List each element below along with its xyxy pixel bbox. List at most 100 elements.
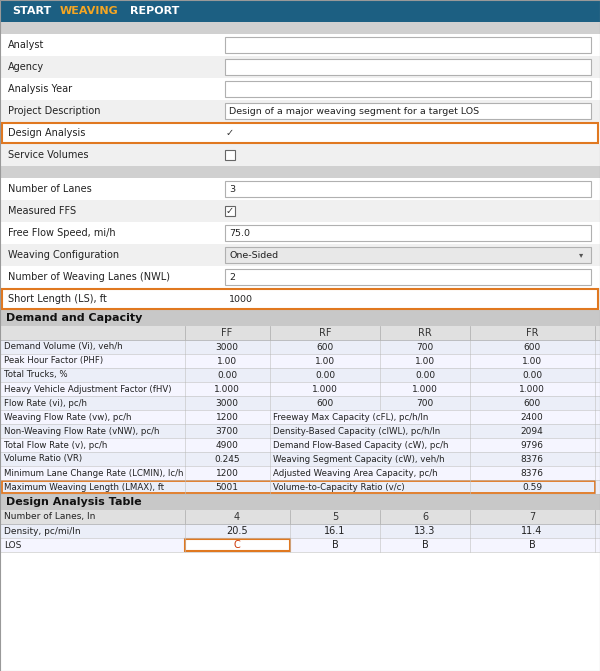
Bar [2,289,598,309]
Text: B: B [422,540,428,550]
Text: 3000: 3000 [215,342,239,352]
Text: Design Analysis Table: Design Analysis Table [6,497,142,507]
Text: Analyst: Analyst [8,40,44,50]
Text: 0.00: 0.00 [217,370,237,380]
Text: 700: 700 [416,342,434,352]
Bar [0,396,600,410]
Bar [225,150,235,160]
Text: C: C [233,540,241,550]
Text: Weaving Segment Capacity (cW), veh/h: Weaving Segment Capacity (cW), veh/h [273,454,445,464]
Text: 0.59: 0.59 [522,482,542,491]
Text: 1000: 1000 [229,295,253,303]
Text: 1.00: 1.00 [522,356,542,366]
Text: 2400: 2400 [521,413,544,421]
Text: Minimum Lane Change Rate (LCMIN), lc/h: Minimum Lane Change Rate (LCMIN), lc/h [4,468,184,478]
Text: Density-Based Capacity (cIWL), pc/h/ln: Density-Based Capacity (cIWL), pc/h/ln [273,427,440,435]
Text: 13.3: 13.3 [415,526,436,536]
Text: 3000: 3000 [215,399,239,407]
Text: 600: 600 [316,342,334,352]
Text: 1.000: 1.000 [519,384,545,393]
Text: Service Volumes: Service Volumes [8,150,89,160]
Bar [0,368,600,382]
Text: 2: 2 [229,272,235,282]
Bar [225,206,235,216]
Bar [0,178,600,200]
Bar [0,354,600,368]
Text: Demand and Capacity: Demand and Capacity [6,313,142,323]
Text: 1.00: 1.00 [217,356,237,366]
Text: 20.5: 20.5 [226,526,248,536]
Bar [0,340,600,354]
Bar [0,410,600,424]
Bar [0,538,600,552]
Text: Flow Rate (vi), pc/h: Flow Rate (vi), pc/h [4,399,87,407]
Bar [0,222,600,244]
Text: START: START [12,6,51,16]
Bar [225,37,591,53]
Bar [0,200,600,222]
Text: 1.00: 1.00 [315,356,335,366]
Text: REPORT: REPORT [130,6,179,16]
Text: 1200: 1200 [215,468,238,478]
Text: Weaving Configuration: Weaving Configuration [8,250,119,260]
Text: 1.000: 1.000 [312,384,338,393]
Bar [225,181,591,197]
Text: 0.00: 0.00 [315,370,335,380]
Text: 700: 700 [416,399,434,407]
Bar [0,100,600,122]
Text: Maximum Weaving Length (LMAX), ft: Maximum Weaving Length (LMAX), ft [4,482,164,491]
Text: Density, pc/mi/ln: Density, pc/mi/ln [4,527,80,535]
Text: Agency: Agency [8,62,44,72]
Text: ▾: ▾ [579,250,583,260]
Text: 16.1: 16.1 [325,526,346,536]
Text: Project Description: Project Description [8,106,101,116]
Bar [0,0,600,22]
Bar [0,244,600,266]
Text: 5001: 5001 [215,482,239,491]
Text: ✓: ✓ [226,128,234,138]
Bar [0,122,600,144]
Text: 1.000: 1.000 [412,384,438,393]
Text: B: B [529,540,535,550]
Text: 1.00: 1.00 [415,356,435,366]
Text: 75.0: 75.0 [229,229,250,238]
Bar [225,103,591,119]
Text: ✓: ✓ [226,206,234,216]
Text: Total Trucks, %: Total Trucks, % [4,370,68,380]
Text: Demand Flow-Based Capacity (cW), pc/h: Demand Flow-Based Capacity (cW), pc/h [273,440,449,450]
Bar [0,510,600,524]
Text: 4900: 4900 [215,440,238,450]
Text: RF: RF [319,328,331,338]
Text: 1.000: 1.000 [214,384,240,393]
Bar [0,56,600,78]
Text: Total Flow Rate (v), pc/h: Total Flow Rate (v), pc/h [4,440,107,450]
Text: Short Length (LS), ft: Short Length (LS), ft [8,294,107,304]
Bar [225,128,235,138]
Text: Measured FFS: Measured FFS [8,206,76,216]
Text: Heavy Vehicle Adjustment Factor (fHV): Heavy Vehicle Adjustment Factor (fHV) [4,384,172,393]
Bar [0,310,600,326]
Bar [0,382,600,396]
Bar [0,78,600,100]
Text: FR: FR [526,328,538,338]
Text: Adjusted Weaving Area Capacity, pc/h: Adjusted Weaving Area Capacity, pc/h [273,468,437,478]
Bar [0,438,600,452]
Text: 11.4: 11.4 [521,526,542,536]
Text: Number of Weaving Lanes (NWL): Number of Weaving Lanes (NWL) [8,272,170,282]
Text: 1200: 1200 [215,413,238,421]
Text: Volume-to-Capacity Ratio (v/c): Volume-to-Capacity Ratio (v/c) [273,482,404,491]
Text: 9796: 9796 [521,440,544,450]
Text: LOS: LOS [4,541,22,550]
Text: Number of Lanes: Number of Lanes [8,184,92,194]
Text: One-Sided: One-Sided [229,250,278,260]
Text: 5: 5 [332,512,338,522]
Bar [0,288,600,310]
Text: 600: 600 [316,399,334,407]
Text: 600: 600 [523,342,541,352]
Bar [0,266,600,288]
Bar [0,466,600,480]
Text: Analysis Year: Analysis Year [8,84,72,94]
Text: Demand Volume (Vi), veh/h: Demand Volume (Vi), veh/h [4,342,122,352]
Bar [225,269,591,285]
Text: FF: FF [221,328,233,338]
